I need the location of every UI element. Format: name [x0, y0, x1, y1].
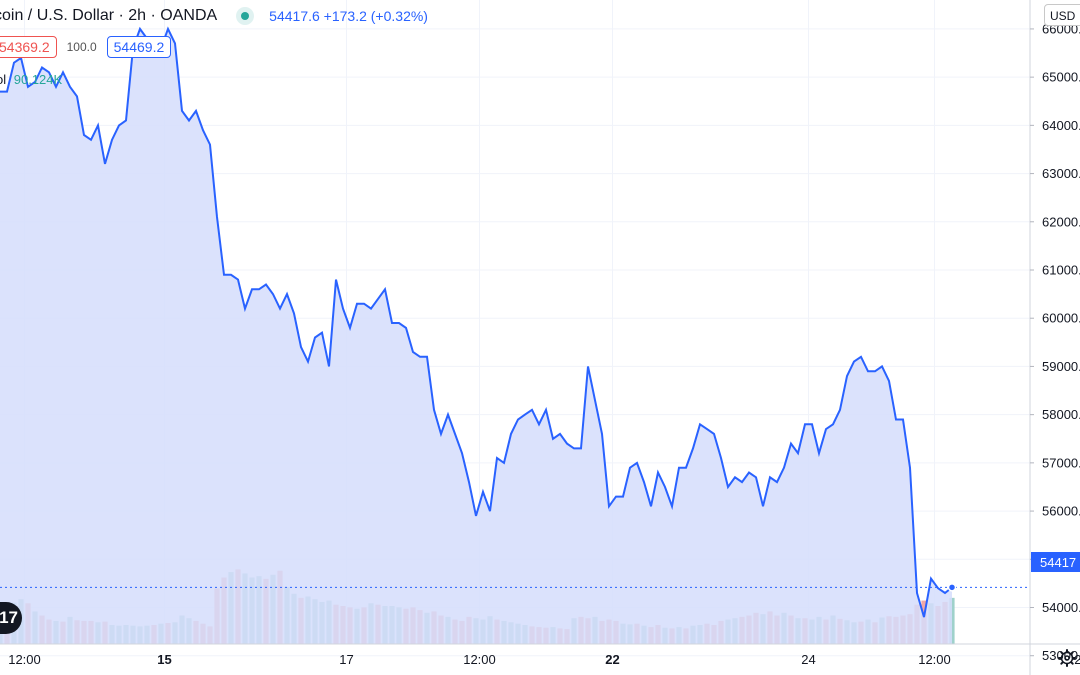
volume-label[interactable]: ol — [0, 72, 7, 87]
time-axis[interactable]: 12:00 15 17 12:00 22 24 12:00 29 — [8, 652, 1080, 667]
x-tick-label: 12:00 — [8, 652, 41, 667]
y-tick-label: 65000. — [1042, 70, 1080, 85]
y-tick-label: 53000. — [1042, 648, 1080, 663]
price-area-fill — [0, 28, 952, 644]
gear-icon[interactable] — [1058, 649, 1076, 667]
last-price-dot — [947, 583, 957, 592]
tradingview-logo-icon[interactable]: 17 — [0, 602, 22, 634]
x-tick-label: 12:00 — [463, 652, 496, 667]
y-tick-label: 63000. — [1042, 166, 1080, 181]
x-tick-label: 24 — [801, 652, 815, 667]
y-tick-label: 57000. — [1042, 455, 1080, 470]
x-tick-label: 22 — [605, 652, 619, 667]
x-tick-label: 17 — [339, 652, 353, 667]
quote-row: 54369.2 100.0 54469.2 — [0, 34, 172, 60]
price-change: 54417.6 +173.2 (+0.32%) — [269, 8, 428, 24]
x-tick-label: 12:00 — [918, 652, 951, 667]
buy-price-button[interactable]: 54469.2 — [106, 36, 172, 58]
y-tick-label: 58000. — [1042, 407, 1080, 422]
last-price-label: 54417 — [1031, 552, 1080, 572]
chart-header: itcoin / U.S. Dollar · 2h · OANDA 54417.… — [0, 4, 428, 28]
symbol-title[interactable]: itcoin / U.S. Dollar · 2h · OANDA — [0, 7, 218, 24]
y-tick-label: 60000. — [1042, 311, 1080, 326]
y-tick-label: 59000. — [1042, 359, 1080, 374]
y-tick-label: 61000. — [1042, 263, 1080, 278]
y-tick-label: 64000. — [1042, 118, 1080, 133]
volume-value: 90.124K — [13, 72, 63, 87]
y-tick-label: 56000. — [1042, 504, 1080, 519]
market-status-icon — [241, 12, 250, 20]
volume-legend: ol 90.124K — [0, 72, 62, 87]
svg-text:54417: 54417 — [1040, 555, 1076, 570]
spread-value: 100.0 — [66, 40, 97, 54]
sell-price-button[interactable]: 54369.2 — [0, 36, 57, 58]
x-tick-label: 15 — [157, 652, 171, 667]
y-tick-label: 54000. — [1042, 600, 1080, 615]
currency-button[interactable]: USD — [1044, 4, 1080, 26]
y-tick-label: 62000. — [1042, 214, 1080, 229]
x-tick-label: 29 — [1074, 652, 1080, 667]
